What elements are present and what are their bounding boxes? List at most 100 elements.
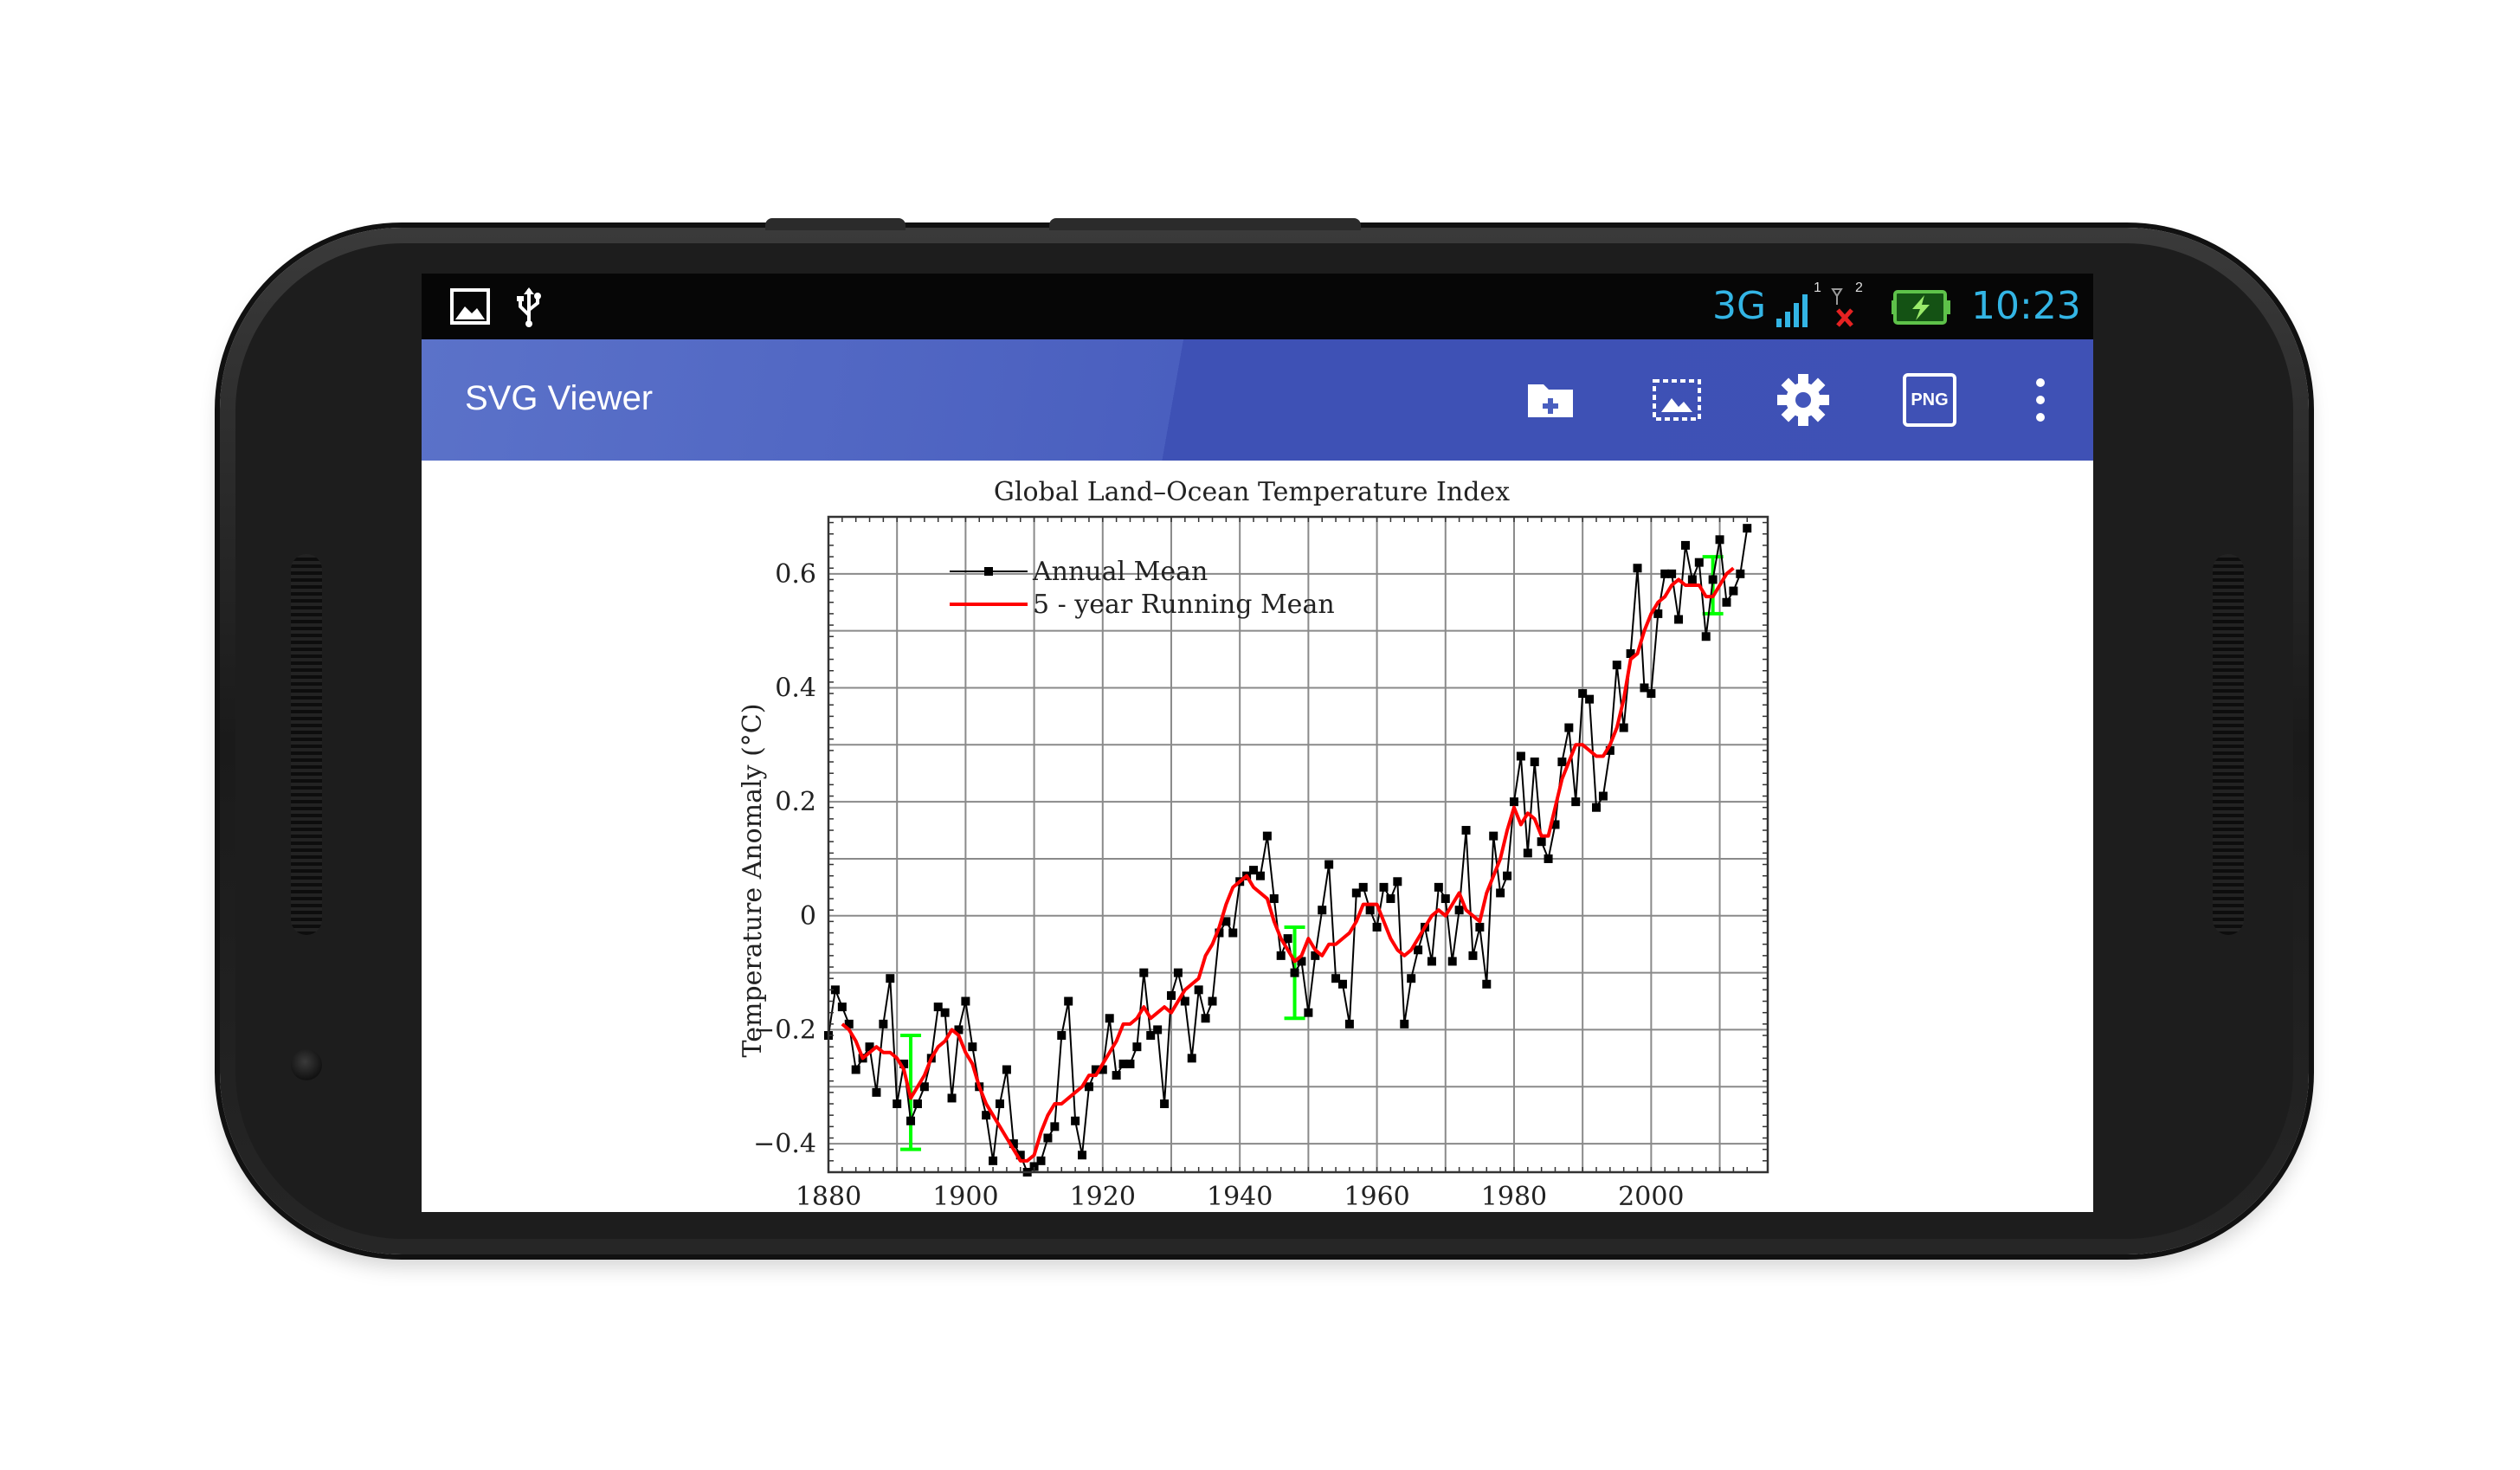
sim1-label: 1 — [1814, 280, 1821, 295]
annual-mean-point — [1407, 974, 1416, 983]
annual-mean-point — [1187, 1054, 1196, 1063]
annual-mean-point — [947, 1093, 957, 1103]
annual-mean-point — [872, 1087, 881, 1097]
annual-mean-point — [1112, 1071, 1121, 1080]
annual-mean-point — [1324, 860, 1334, 869]
open-folder-button[interactable] — [1521, 371, 1580, 429]
annual-mean-point — [1194, 985, 1203, 995]
left-speaker-grille — [291, 554, 322, 935]
annual-mean-point — [1701, 632, 1711, 642]
annual-mean-point — [1598, 791, 1608, 801]
annual-mean-point — [1078, 1151, 1087, 1160]
sim2-label: 2 — [1855, 280, 1863, 295]
annual-mean-point — [1516, 751, 1525, 761]
annual-mean-point — [1447, 957, 1457, 966]
volume-button — [765, 218, 906, 230]
annual-mean-point — [1687, 575, 1697, 584]
annual-mean-point — [1160, 1099, 1170, 1109]
annual-mean-point — [1393, 877, 1402, 887]
annual-mean-point — [1043, 1133, 1053, 1143]
annual-mean-point — [1585, 694, 1595, 704]
chart-series — [824, 524, 1752, 1177]
annual-mean-point — [906, 1116, 916, 1125]
status-bar: 3G 1 2 1 — [422, 274, 2093, 339]
annual-mean-point — [1015, 1151, 1025, 1160]
annual-mean-point — [1146, 1031, 1156, 1041]
more-options-button[interactable] — [2011, 371, 2070, 429]
annual-mean-point — [1002, 1065, 1011, 1074]
annual-mean-point — [1571, 797, 1581, 807]
annual-mean-point — [1537, 837, 1546, 847]
annual-mean-point — [1564, 723, 1574, 732]
annual-mean-point — [982, 1111, 991, 1120]
annual-mean-point — [1715, 535, 1724, 545]
running-mean-line — [841, 566, 1735, 1163]
image-select-icon — [1653, 379, 1701, 421]
annual-mean-point — [1105, 1014, 1114, 1023]
annual-mean-point — [1311, 951, 1320, 960]
annual-mean-point — [851, 1065, 860, 1074]
annual-mean-point — [1166, 990, 1176, 1000]
annual-mean-point — [1626, 648, 1635, 658]
annual-mean-point — [1530, 758, 1539, 767]
annual-mean-point — [1064, 996, 1073, 1006]
annual-mean-point — [1036, 1156, 1046, 1165]
annual-mean-point — [1118, 1059, 1128, 1068]
select-image-button[interactable] — [1647, 371, 1706, 429]
annual-mean-point — [1523, 848, 1532, 858]
x-tick-label: 1920 — [1070, 1182, 1136, 1212]
error-bars — [900, 555, 1724, 1151]
annual-mean-point — [1461, 826, 1471, 835]
annual-mean-point — [1605, 745, 1614, 755]
annual-mean-point — [1578, 689, 1588, 699]
more-vert-icon — [2036, 378, 2045, 422]
legend-marker-annual — [984, 567, 993, 576]
annual-mean-point — [1708, 575, 1718, 584]
annual-mean-point — [1674, 615, 1684, 624]
annual-mean-point — [1729, 586, 1738, 596]
annual-mean-point — [1400, 1019, 1409, 1028]
annual-mean-point — [1640, 683, 1649, 693]
annual-mean-point — [1304, 1008, 1313, 1017]
y-tick-label: −0.4 — [753, 1129, 816, 1159]
legend-label-annual: Annual Mean — [1032, 557, 1208, 587]
annual-mean-point — [1255, 871, 1265, 880]
annual-mean-point — [1550, 820, 1560, 829]
annual-mean-point — [1647, 689, 1656, 699]
png-export-icon: PNG — [1903, 373, 1956, 427]
svg-canvas[interactable]: Global Land–Ocean Temperature Index Temp… — [422, 461, 2093, 1212]
annual-mean-point — [830, 985, 840, 995]
annual-mean-point — [899, 1059, 909, 1068]
y-tick-label: 0.6 — [775, 559, 816, 590]
annual-mean-point — [1351, 888, 1361, 898]
temperature-chart: Global Land–Ocean Temperature Index Temp… — [738, 477, 1769, 1212]
power-button — [1049, 218, 1361, 230]
export-png-button[interactable]: PNG — [1900, 371, 1959, 429]
x-tick-label: 1960 — [1344, 1182, 1409, 1212]
annual-mean-point — [961, 996, 970, 1006]
annual-mean-point — [1269, 894, 1279, 904]
annual-mean-point — [1619, 723, 1628, 732]
annual-mean-point — [1736, 569, 1745, 578]
annual-mean-point — [1358, 882, 1368, 892]
annual-mean-point — [1139, 968, 1149, 977]
x-tick-label: 2000 — [1618, 1182, 1684, 1212]
x-tick-label: 1900 — [932, 1182, 998, 1212]
annual-mean-point — [1084, 1082, 1093, 1092]
annual-mean-point — [1722, 597, 1731, 607]
annual-mean-point — [865, 1042, 874, 1052]
annual-mean-point — [1153, 1025, 1163, 1035]
front-camera — [291, 1049, 322, 1080]
annual-mean-point — [1091, 1065, 1100, 1074]
annual-mean-point — [1290, 968, 1299, 977]
annual-mean-point — [1132, 1042, 1142, 1052]
battery-charging-icon — [1890, 287, 1952, 332]
annual-mean-point — [1468, 951, 1478, 960]
annual-mean-point — [1337, 979, 1347, 989]
annual-mean-point — [1653, 609, 1663, 618]
annual-mean-point — [1297, 957, 1306, 966]
y-axis-label: Temperature Anomaly (°C) — [738, 704, 768, 1058]
settings-button[interactable] — [1774, 371, 1833, 429]
chart-title: Global Land–Ocean Temperature Index — [994, 477, 1510, 507]
